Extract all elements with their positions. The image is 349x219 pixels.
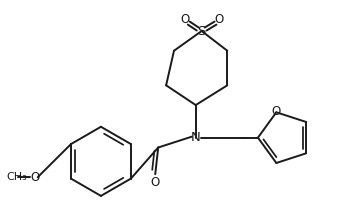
Text: CH₃: CH₃ bbox=[7, 172, 28, 182]
Text: O: O bbox=[215, 13, 224, 26]
Text: O: O bbox=[180, 13, 190, 26]
Text: O: O bbox=[151, 176, 160, 189]
Text: S: S bbox=[198, 25, 206, 37]
Text: O: O bbox=[272, 105, 281, 118]
Text: O: O bbox=[30, 171, 39, 184]
Text: N: N bbox=[191, 131, 201, 144]
